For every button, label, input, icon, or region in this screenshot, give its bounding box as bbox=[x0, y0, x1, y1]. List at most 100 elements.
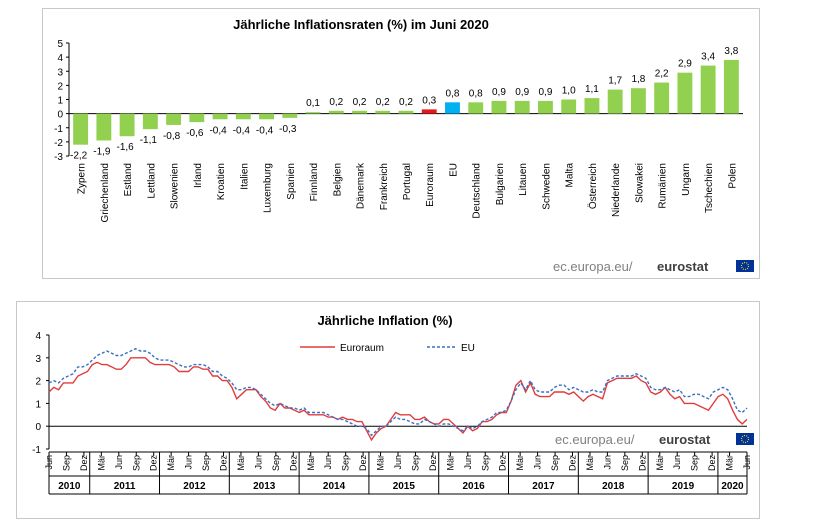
y-tick-label: 0 bbox=[57, 110, 63, 121]
bar-value-label: -0,4 bbox=[256, 125, 274, 136]
bar-value-label: -0,4 bbox=[209, 125, 227, 136]
x-month-label: Jun bbox=[184, 455, 194, 470]
bar-value-label: -0,6 bbox=[186, 128, 204, 139]
bar-portugal bbox=[398, 110, 414, 114]
line-chart-source: ec.europa.eu/ eurostat bbox=[555, 432, 754, 447]
category-label: Ungarn bbox=[681, 163, 692, 196]
category-label: Spanien bbox=[286, 163, 297, 200]
x-month-label: Jun bbox=[323, 455, 333, 470]
bar-value-label: 0,8 bbox=[446, 88, 460, 99]
bar-value-label: 0,9 bbox=[515, 87, 529, 98]
bar-belgien bbox=[328, 110, 344, 114]
category-label: Polen bbox=[727, 163, 738, 189]
bar-value-label: 2,2 bbox=[655, 69, 669, 80]
x-month-label: Jun bbox=[602, 455, 612, 470]
x-month-label: Dez bbox=[637, 455, 647, 472]
bar-chart-title: Jährliche Inflationsraten (%) im Juni 20… bbox=[233, 17, 489, 32]
bar-eu bbox=[445, 102, 460, 114]
bar-niederlande bbox=[607, 89, 623, 114]
x-month-label: Jun bbox=[114, 455, 124, 470]
category-label: Portugal bbox=[402, 163, 413, 200]
category-label: Rumänien bbox=[658, 163, 669, 209]
y-tick-label: -1 bbox=[32, 445, 41, 456]
category-label: Griechenland bbox=[100, 163, 111, 222]
y-tick-label: 4 bbox=[35, 331, 41, 342]
x-year-label: 2014 bbox=[323, 481, 346, 492]
x-month-label: Sep bbox=[271, 455, 281, 471]
bar-irland bbox=[189, 113, 205, 123]
category-label: Luxemburg bbox=[263, 163, 274, 213]
category-label: Finnland bbox=[309, 163, 320, 201]
bar-value-label: 0,2 bbox=[376, 97, 390, 108]
x-month-label: Jun bbox=[672, 455, 682, 470]
category-label: Malta bbox=[565, 163, 576, 188]
bar-osterreich bbox=[584, 98, 600, 114]
y-tick-label: -3 bbox=[54, 152, 63, 163]
y-tick-label: 5 bbox=[57, 39, 63, 50]
source-brand: eurostat bbox=[657, 259, 709, 274]
category-label: Irland bbox=[193, 163, 204, 188]
x-month-label: Mär bbox=[655, 455, 665, 471]
x-month-label: Dez bbox=[219, 455, 229, 472]
x-year-label: 2013 bbox=[253, 481, 276, 492]
x-year-label: 2012 bbox=[183, 481, 206, 492]
x-year-label: 2017 bbox=[532, 481, 555, 492]
category-label: Bulgarien bbox=[495, 163, 506, 205]
bar-value-label: 0,3 bbox=[422, 95, 436, 106]
x-month-label: Mär bbox=[306, 455, 316, 471]
category-label: Litauen bbox=[518, 163, 529, 196]
x-month-label: Dez bbox=[498, 455, 508, 472]
bar-value-label: 0,2 bbox=[329, 97, 343, 108]
source-brand: eurostat bbox=[659, 432, 711, 447]
bar-zypern bbox=[73, 113, 89, 145]
bar-value-label: 0,8 bbox=[469, 88, 483, 99]
bar-value-label: 0,2 bbox=[399, 97, 413, 108]
source-prefix: ec.europa.eu/ bbox=[553, 259, 633, 274]
bar-deutschland bbox=[468, 102, 484, 114]
x-month-label: Dez bbox=[149, 455, 159, 472]
source-prefix: ec.europa.eu/ bbox=[555, 432, 635, 447]
x-month-label: Sep bbox=[61, 455, 71, 471]
bar-rumanien bbox=[654, 82, 670, 114]
x-year-label: 2011 bbox=[114, 481, 136, 492]
y-tick-label: 3 bbox=[57, 67, 63, 78]
bar-frankreich bbox=[375, 110, 391, 114]
category-label: Slowakei bbox=[634, 163, 645, 203]
x-month-label: Jun bbox=[533, 455, 543, 470]
bar-lettland bbox=[142, 113, 158, 130]
bar-slowenien bbox=[166, 113, 182, 125]
category-label: Slowenien bbox=[170, 163, 181, 209]
bar-chart-bars: -2,2 -1,9 -1,6 -1,1 -0,8 -0,6 -0,4 -0,4 -0,4 -0,3… bbox=[70, 46, 739, 162]
y-tick-label: 3 bbox=[35, 354, 41, 365]
x-month-label: Mär bbox=[376, 455, 386, 471]
bar-value-label: 3,4 bbox=[701, 52, 715, 63]
bar-value-label: -2,2 bbox=[70, 151, 88, 162]
bar-value-label: -0,3 bbox=[279, 124, 297, 135]
bar-danemark bbox=[352, 110, 367, 114]
bar-value-label: 0,9 bbox=[492, 87, 506, 98]
category-label: Belgien bbox=[332, 163, 343, 196]
bar-value-label: 1,1 bbox=[585, 84, 599, 95]
y-tick-label: 4 bbox=[57, 53, 63, 64]
x-month-label: Mär bbox=[585, 455, 595, 471]
x-year-label: 2010 bbox=[58, 481, 81, 492]
category-label: Niederlande bbox=[611, 163, 622, 217]
y-tick-label: 2 bbox=[35, 377, 41, 388]
x-month-label: Dez bbox=[568, 455, 578, 472]
x-year-label: 2020 bbox=[721, 481, 744, 492]
x-year-label: 2016 bbox=[462, 481, 485, 492]
bar-value-label: -1,1 bbox=[140, 135, 158, 146]
bar-value-label: 0,9 bbox=[538, 87, 552, 98]
category-label: Kroatien bbox=[216, 163, 227, 200]
y-tick-label: 2 bbox=[57, 81, 63, 92]
x-year-label: 2018 bbox=[602, 481, 625, 492]
x-month-label: Dez bbox=[358, 455, 368, 472]
x-month-label: Mär bbox=[166, 455, 176, 471]
bar-value-label: -0,4 bbox=[233, 125, 251, 136]
line-chart-x-axis: Jun Sep Dez Mär Jun Sep Dez Mär Jun Sep Dez Mär Jun S… bbox=[44, 451, 752, 495]
x-month-label: Sep bbox=[480, 455, 490, 471]
x-month-label: Jun bbox=[253, 455, 263, 470]
bar-italien bbox=[235, 113, 251, 120]
bar-polen bbox=[723, 59, 739, 114]
bar-litauen bbox=[514, 100, 530, 114]
